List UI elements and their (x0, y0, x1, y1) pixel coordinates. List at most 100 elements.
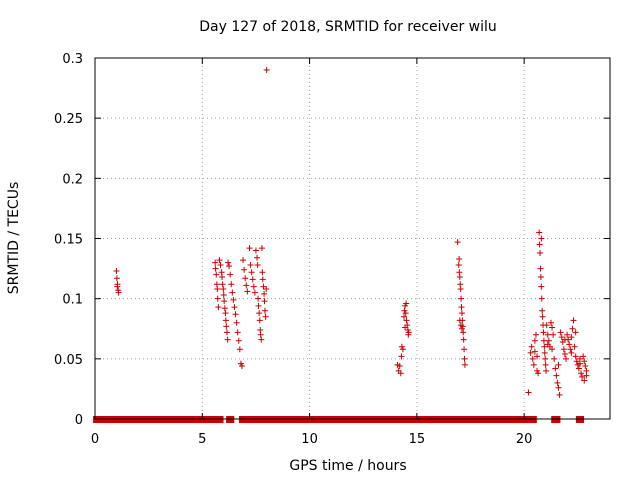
x-tick-label: 5 (198, 432, 206, 447)
data-point (575, 365, 582, 372)
data-point (583, 372, 590, 379)
data-point (537, 265, 544, 272)
data-point (243, 282, 250, 289)
data-point (241, 266, 248, 273)
data-point (563, 355, 570, 362)
data-point (538, 283, 545, 290)
data-point (250, 283, 257, 290)
data-point (573, 358, 580, 365)
data-point (581, 358, 588, 365)
data-point (538, 235, 545, 242)
data-point (212, 259, 219, 266)
data-point (114, 283, 121, 290)
data-point (458, 304, 465, 311)
data-point (242, 275, 249, 282)
data-point (561, 336, 568, 343)
data-point (230, 296, 237, 303)
data-point (531, 348, 538, 355)
data-point (223, 323, 230, 330)
data-point (244, 288, 251, 295)
data-point (233, 319, 240, 326)
data-point (262, 313, 269, 320)
data-point (263, 67, 270, 74)
x-tick-label: 10 (301, 432, 318, 447)
data-point (535, 370, 542, 377)
data-point (525, 389, 532, 396)
data-point (547, 319, 554, 326)
data-point (223, 329, 230, 336)
data-point (258, 336, 265, 343)
data-point (461, 355, 468, 362)
data-point (259, 276, 266, 283)
data-point (553, 372, 560, 379)
x-axis-label: GPS time / hours (289, 458, 406, 474)
data-point (530, 361, 537, 368)
data-point (531, 337, 538, 344)
data-point (405, 329, 412, 336)
data-point (461, 346, 468, 353)
data-point (582, 363, 589, 370)
data-point (220, 292, 227, 299)
data-point (539, 313, 546, 320)
data-point (212, 265, 219, 272)
grid (95, 58, 610, 419)
data-point (259, 269, 266, 276)
data-point (263, 286, 270, 293)
data-point (258, 245, 265, 252)
data-point (227, 271, 234, 278)
data-point (461, 361, 468, 368)
data-point (225, 259, 232, 266)
data-point (568, 349, 575, 356)
data-point (532, 331, 539, 338)
data-point (228, 281, 235, 288)
data-point (549, 346, 556, 353)
y-tick-label: 0.15 (54, 233, 83, 248)
data-point (215, 304, 222, 311)
data-point (248, 269, 255, 276)
data-point (219, 274, 226, 281)
data-point (456, 255, 463, 262)
data-point (580, 353, 587, 360)
data-point (568, 334, 575, 341)
data-point (537, 249, 544, 256)
data-point (224, 336, 231, 343)
data-point (399, 346, 406, 353)
data-point (566, 341, 573, 348)
data-point (545, 337, 552, 344)
x-tick-label: 20 (516, 432, 533, 447)
y-axis-label: SRMTID / TECUs (6, 182, 22, 295)
y-tick-label: 0.3 (62, 52, 83, 67)
data-point (572, 353, 579, 360)
data-point (539, 307, 546, 314)
data-point (238, 363, 245, 370)
data-point (402, 324, 409, 331)
data-point (458, 295, 465, 302)
data-point (240, 257, 247, 264)
data-point (236, 346, 243, 353)
data-point (249, 276, 256, 283)
chart-title: Day 127 of 2018, SRMTID for receiver wil… (199, 19, 497, 35)
data-point (570, 317, 577, 324)
data-point (554, 379, 561, 386)
data-point (214, 295, 221, 302)
y-tick-label: 0.25 (54, 112, 83, 127)
data-point (579, 373, 586, 380)
data-point (581, 377, 588, 384)
data-point (556, 391, 563, 398)
data-points (113, 67, 590, 398)
data-point (536, 241, 543, 248)
data-point (561, 351, 568, 358)
data-point (221, 298, 228, 305)
data-point (569, 325, 576, 332)
data-point (398, 353, 405, 360)
data-point (234, 329, 241, 336)
data-point (221, 305, 228, 312)
data-point (549, 324, 556, 331)
data-point (564, 331, 571, 338)
data-point (254, 261, 261, 268)
data-point (113, 275, 120, 282)
data-point (542, 361, 549, 368)
data-point (217, 261, 224, 268)
